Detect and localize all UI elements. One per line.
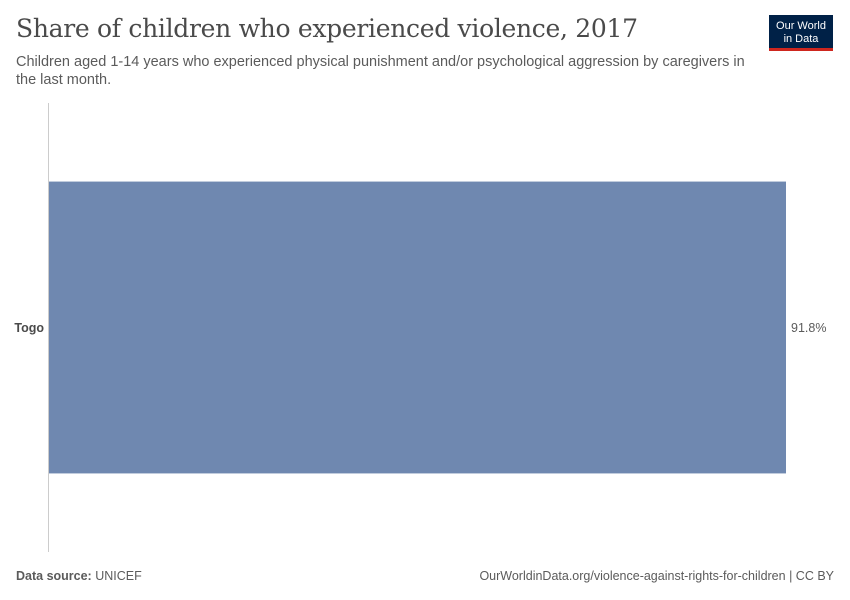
chart-subtitle: Children aged 1-14 years who experienced… [16,54,745,88]
chart-title: Share of children who experienced violen… [16,14,638,43]
logo-line-1: Our World [776,20,826,32]
footer-link[interactable]: OurWorldinData.org/violence-against-righ… [479,569,834,583]
bars-group: Togo 91.8% [14,181,826,474]
owid-logo[interactable]: Our World in Data [769,15,833,51]
category-label: Togo [14,321,44,335]
data-source-label: Data source: [16,569,92,583]
logo-line-2: in Data [783,32,819,45]
data-source: Data source: UNICEF [16,569,142,583]
data-source-value[interactable]: UNICEF [95,569,142,583]
source-url[interactable]: OurWorldinData.org/violence-against-righ… [479,569,786,583]
bar-togo[interactable] [49,181,786,474]
license[interactable]: CC BY [795,569,834,583]
value-label: 91.8% [791,321,826,335]
